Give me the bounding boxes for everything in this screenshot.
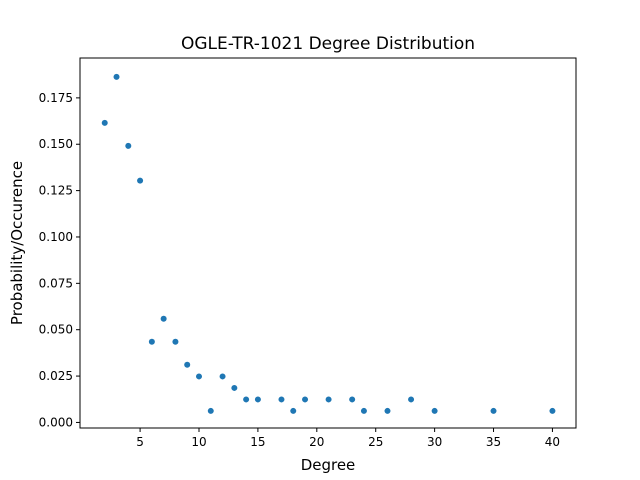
- data-point: [231, 384, 238, 391]
- data-point: [160, 315, 167, 322]
- data-point: [278, 396, 285, 403]
- y-tick-label: 0.000: [39, 415, 73, 429]
- y-tick-label: 0.175: [39, 91, 73, 105]
- data-point: [101, 119, 108, 126]
- data-point: [325, 396, 332, 403]
- x-tick-label: 10: [191, 435, 206, 449]
- data-point: [219, 373, 226, 380]
- chart-title: OGLE-TR-1021 Degree Distribution: [181, 34, 475, 54]
- data-point: [254, 396, 261, 403]
- data-point: [125, 142, 132, 149]
- x-tick-label: 25: [368, 435, 383, 449]
- x-tick-label: 30: [427, 435, 442, 449]
- data-point: [113, 73, 120, 80]
- y-axis: 0.000 0.025 0.050 0.075 0.100 0.125 0.150 0.175: [39, 91, 80, 429]
- axes-frame: [79, 57, 577, 429]
- data-point: [302, 396, 309, 403]
- y-tick-label: 0.125: [39, 184, 73, 198]
- x-axis-label: Degree: [301, 456, 356, 474]
- x-tick-label: 20: [309, 435, 324, 449]
- data-point: [384, 407, 391, 414]
- x-tick-label: 5: [136, 435, 144, 449]
- data-point: [243, 396, 250, 403]
- data-point: [172, 338, 179, 345]
- y-tick-label: 0.075: [39, 276, 73, 290]
- data-point: [549, 407, 556, 414]
- x-tick-label: 40: [545, 435, 560, 449]
- data-point: [431, 407, 438, 414]
- data-point: [360, 407, 367, 414]
- data-point: [184, 361, 191, 368]
- data-point: [290, 407, 297, 414]
- y-tick-label: 0.150: [39, 137, 73, 151]
- x-tick-label: 15: [250, 435, 265, 449]
- data-point: [349, 396, 356, 403]
- data-point: [408, 396, 415, 403]
- data-point: [195, 373, 202, 380]
- y-axis-label: Probability/Occurence: [8, 161, 26, 325]
- data-point: [207, 407, 214, 414]
- data-point: [490, 407, 497, 414]
- data-points: [101, 73, 556, 414]
- x-tick-label: 35: [486, 435, 501, 449]
- y-tick-label: 0.100: [39, 230, 73, 244]
- y-tick-label: 0.025: [39, 369, 73, 383]
- y-tick-label: 0.050: [39, 323, 73, 337]
- plot-area: 5 10 15 20 25 30 35 40 0.000 0.025 0.050 0.075 0.10…: [39, 57, 577, 449]
- data-point: [137, 177, 144, 184]
- data-point: [148, 338, 155, 345]
- x-axis: 5 10 15 20 25 30 35 40: [136, 428, 560, 449]
